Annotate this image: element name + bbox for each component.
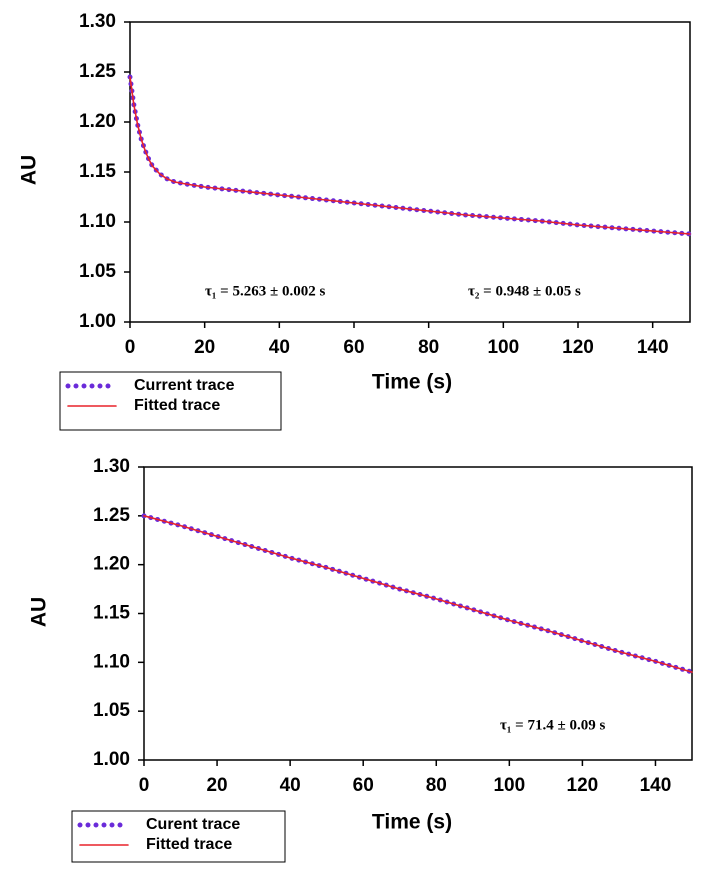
y-tick-label: 1.15: [93, 603, 130, 624]
x-tick-label: 140: [637, 337, 669, 358]
series-line: [143, 515, 693, 673]
x-axis-label: Time (s): [372, 371, 452, 394]
y-tick-label: 1.00: [79, 311, 116, 332]
x-tick-label: 60: [343, 337, 364, 358]
x-tick-label: 40: [269, 337, 290, 358]
y-axis-label: AU: [18, 155, 41, 185]
y-tick-label: 1.10: [93, 651, 130, 672]
legend-box: [71, 810, 286, 863]
y-tick-label: 1.20: [79, 111, 116, 132]
x-tick-label: 140: [640, 775, 672, 796]
legend-label: Current trace: [134, 377, 235, 394]
y-tick-label: 1.05: [93, 700, 130, 721]
y-tick-label: 1.00: [93, 749, 130, 770]
x-tick-label: 100: [493, 775, 525, 796]
x-tick-label: 0: [139, 775, 150, 796]
y-axis-label: AU: [28, 597, 51, 627]
y-tick-label: 1.30: [79, 11, 116, 32]
x-tick-label: 120: [562, 337, 594, 358]
legend-box: [59, 371, 282, 431]
annotation: τ₁ = 71.4 ± 0.09 s: [500, 717, 605, 733]
series-line: [129, 76, 691, 235]
x-tick-label: 20: [206, 775, 227, 796]
x-tick-label: 60: [353, 775, 374, 796]
x-tick-label: 80: [426, 775, 447, 796]
y-tick-label: 1.10: [79, 211, 116, 232]
y-tick-label: 1.15: [79, 161, 116, 182]
y-tick-label: 1.20: [93, 554, 130, 575]
legend-label: Curent trace: [146, 816, 240, 833]
y-tick-label: 1.30: [93, 456, 130, 477]
x-tick-label: 80: [418, 337, 439, 358]
annotation: τ₂ = 0.948 ± 0.05 s: [468, 283, 581, 299]
x-tick-label: 0: [125, 337, 136, 358]
series-line: [127, 74, 693, 237]
annotation: τ₁ = 5.263 ± 0.002 s: [205, 283, 325, 299]
x-axis-label: Time (s): [372, 811, 452, 834]
plot-frame: [129, 21, 691, 323]
x-tick-label: 120: [567, 775, 599, 796]
legend-label: Fitted trace: [134, 397, 220, 414]
y-tick-label: 1.25: [79, 61, 116, 82]
y-tick-label: 1.05: [79, 261, 116, 282]
x-tick-label: 40: [280, 775, 301, 796]
y-tick-label: 1.25: [93, 505, 130, 526]
x-tick-label: 20: [194, 337, 215, 358]
plot-frame: [143, 466, 693, 761]
x-tick-label: 100: [487, 337, 519, 358]
legend-label: Fitted trace: [146, 836, 232, 853]
